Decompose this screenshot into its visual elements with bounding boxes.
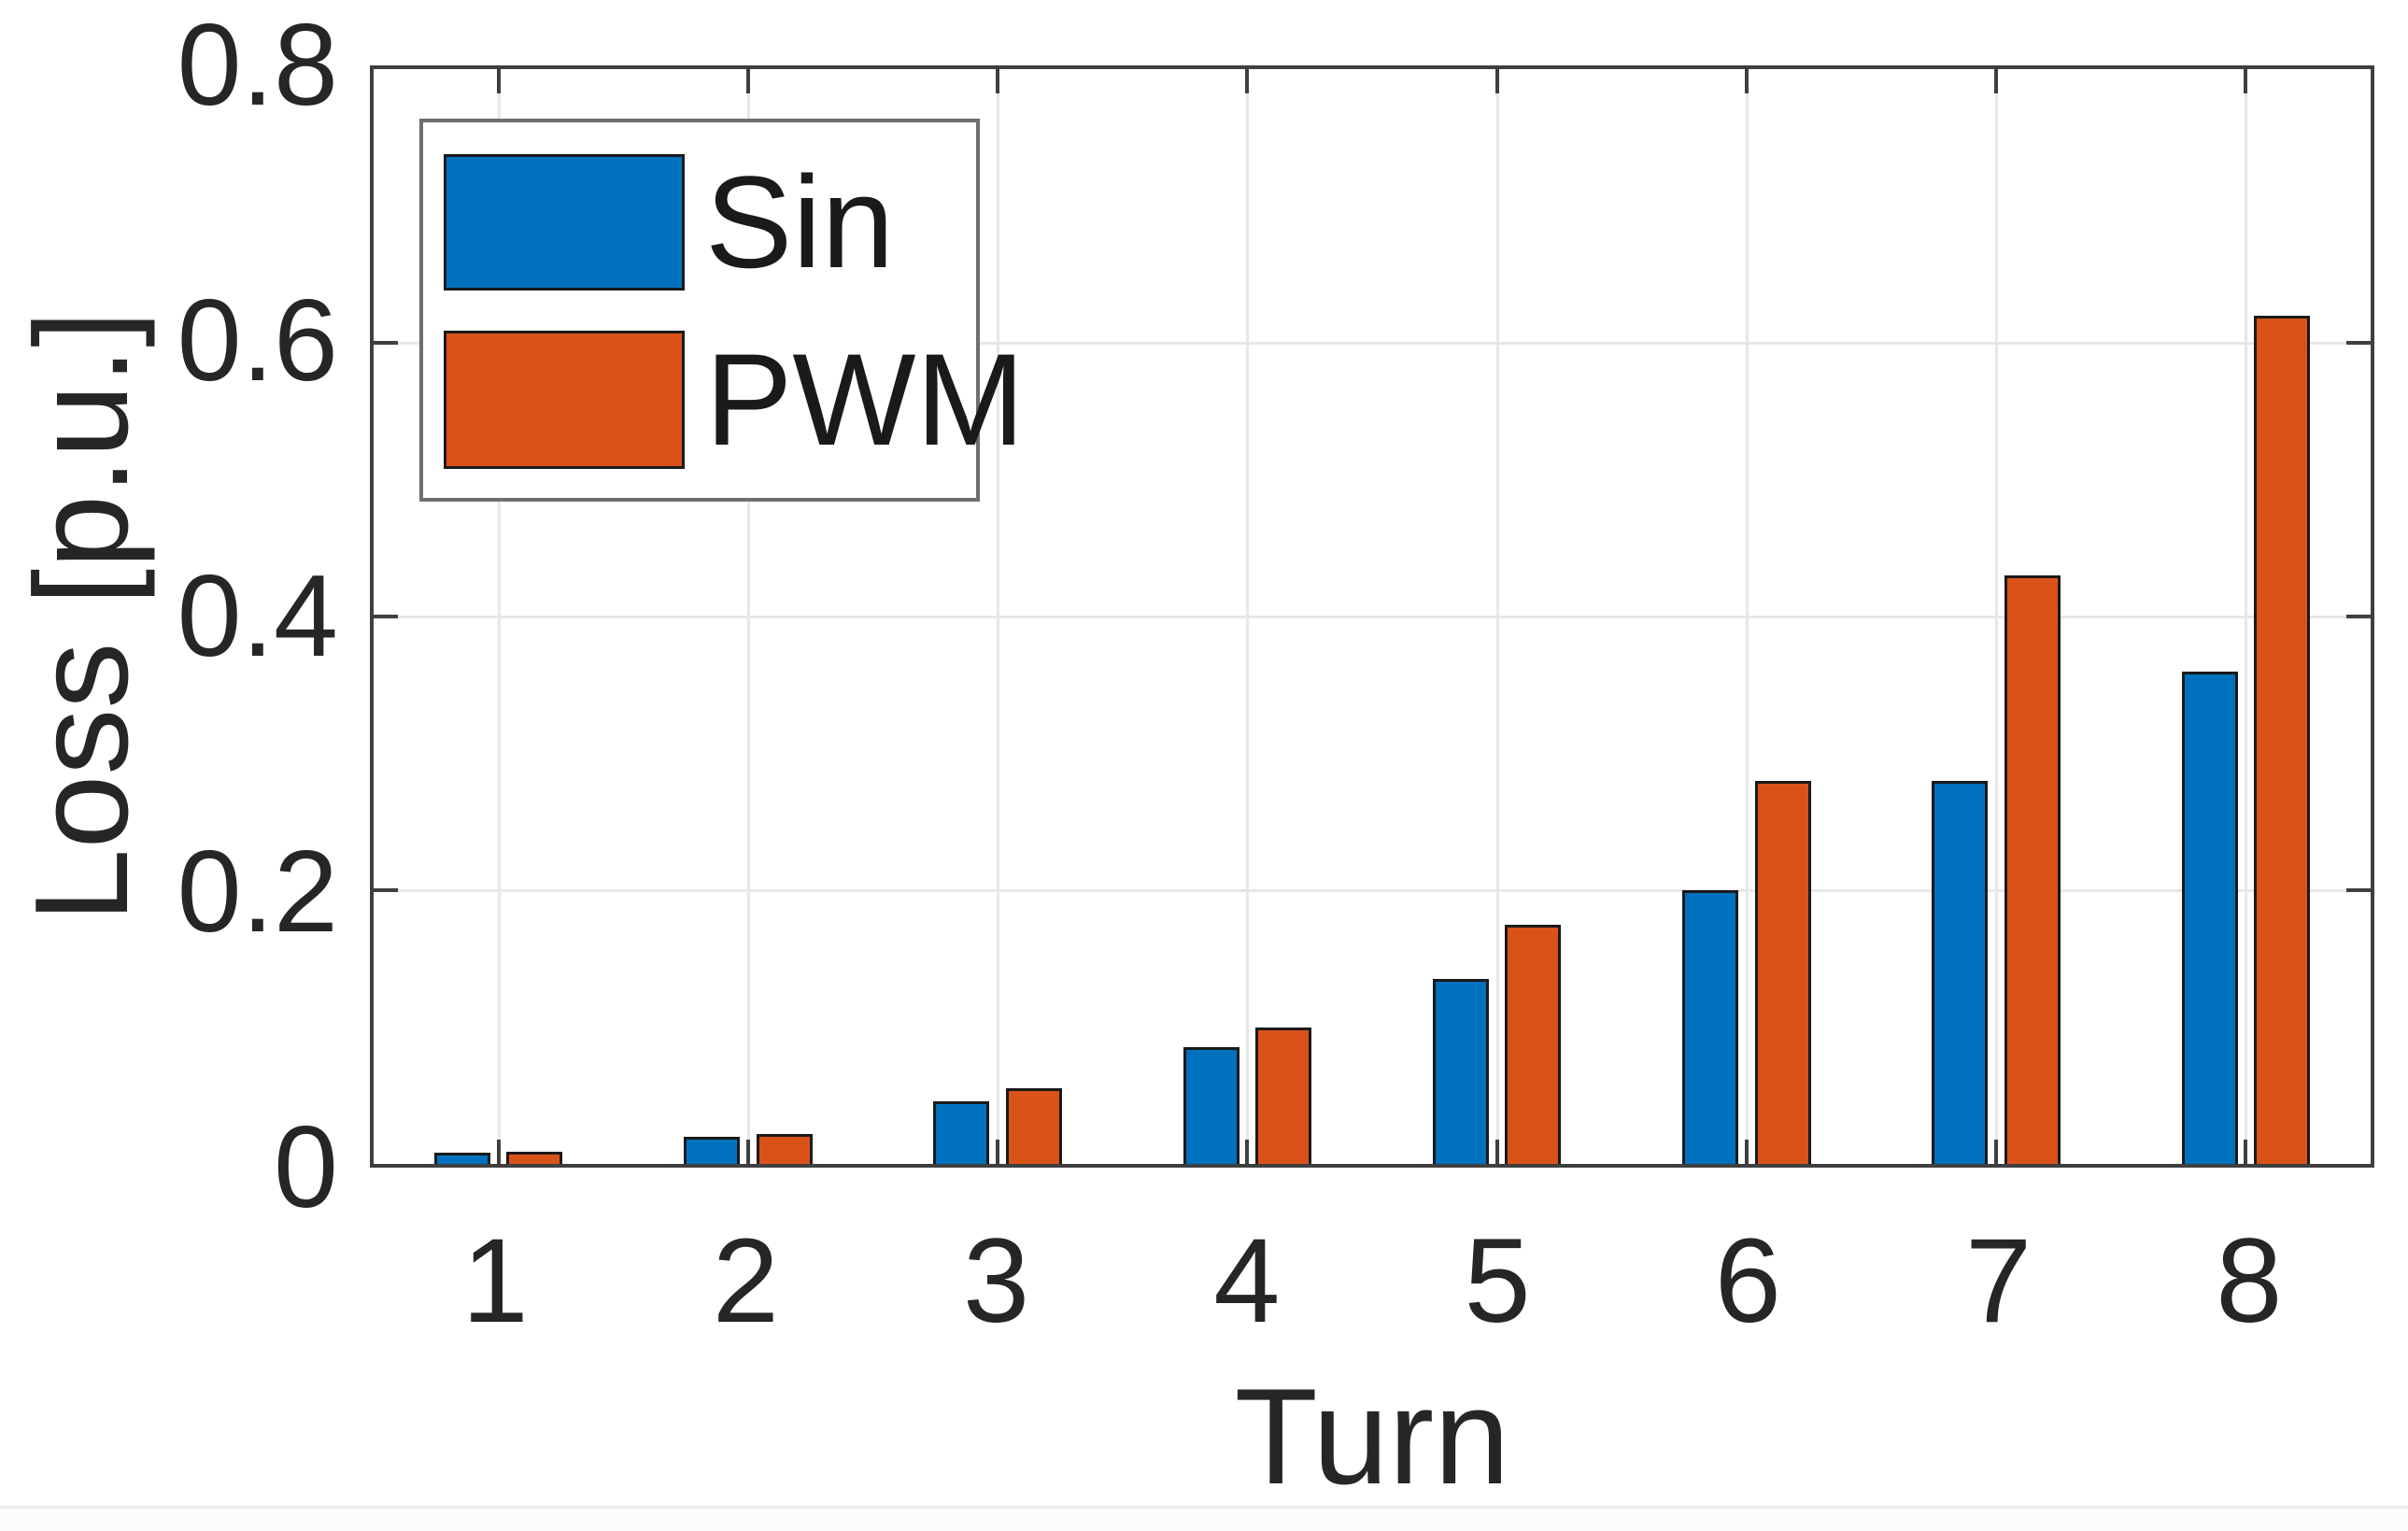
bar-group-turn-1 bbox=[374, 69, 623, 1164]
bar-group-turn-4 bbox=[1123, 69, 1372, 1164]
x-tick-bottom-7 bbox=[1994, 1140, 1999, 1164]
x-tick-bottom-2 bbox=[745, 1140, 750, 1164]
bar-sin-turn-3 bbox=[933, 1100, 990, 1164]
x-tick-bottom-6 bbox=[1744, 1140, 1749, 1164]
x-tick-top-5 bbox=[1494, 69, 1499, 93]
bar-group-turn-7 bbox=[1872, 69, 2121, 1164]
gridline-vertical-2 bbox=[746, 69, 750, 1164]
x-tick-label-2: 2 bbox=[712, 1214, 779, 1348]
x-tick-top-6 bbox=[1744, 69, 1749, 93]
legend-label-pwm: PWM bbox=[705, 326, 1026, 473]
legend-label-sin: Sin bbox=[705, 149, 895, 295]
y-tick-label-0.4: 0.4 bbox=[177, 552, 338, 681]
y-tick-left-0.6 bbox=[374, 341, 398, 345]
sin-color-swatch bbox=[444, 154, 685, 291]
bar-sin-turn-6 bbox=[1682, 890, 1739, 1164]
y-tick-left-0.4 bbox=[374, 615, 398, 618]
y-tick-right-0.2 bbox=[2346, 888, 2371, 892]
bar-sin-turn-5 bbox=[1432, 979, 1489, 1164]
gridline-vertical-8 bbox=[2245, 69, 2248, 1164]
x-tick-top-3 bbox=[996, 69, 1000, 93]
gridline-horizontal-0.6 bbox=[374, 342, 2371, 345]
x-tick-label-6: 6 bbox=[1714, 1214, 1781, 1348]
x-axis-title: Turn bbox=[1234, 1360, 1510, 1512]
gridline-horizontal-0.4 bbox=[374, 616, 2371, 618]
bottom-margin-strip bbox=[0, 1509, 2408, 1531]
legend: Sin PWM bbox=[419, 119, 1025, 502]
bar-group-turn-6 bbox=[1622, 69, 1871, 1164]
bar-pwm-turn-1 bbox=[506, 1151, 563, 1164]
x-tick-top-1 bbox=[496, 69, 501, 93]
bar-pwm-turn-8 bbox=[2254, 315, 2311, 1164]
x-tick-bottom-8 bbox=[2244, 1140, 2248, 1164]
y-tick-label-0.2: 0.2 bbox=[177, 828, 338, 957]
gridline-vertical-7 bbox=[1995, 69, 1999, 1164]
y-tick-right-0.6 bbox=[2346, 341, 2371, 345]
x-tick-label-8: 8 bbox=[2216, 1214, 2283, 1348]
bar-sin-turn-4 bbox=[1183, 1047, 1239, 1164]
legend-item-pwm: PWM bbox=[444, 331, 1025, 469]
x-tick-bottom-5 bbox=[1494, 1140, 1499, 1164]
x-tick-label-4: 4 bbox=[1213, 1214, 1281, 1348]
gridline-horizontal-0.2 bbox=[374, 889, 2371, 892]
bar-group-turn-3 bbox=[873, 69, 1123, 1164]
x-tick-top-2 bbox=[745, 69, 750, 93]
bar-sin-turn-1 bbox=[433, 1153, 490, 1164]
x-tick-label-3: 3 bbox=[963, 1214, 1030, 1348]
legend-item-sin: Sin bbox=[444, 154, 894, 291]
x-tick-bottom-4 bbox=[1245, 1140, 1250, 1164]
y-tick-right-0.4 bbox=[2346, 615, 2371, 618]
x-tick-top-7 bbox=[1994, 69, 1999, 93]
bar-sin-turn-8 bbox=[2181, 671, 2238, 1164]
x-tick-label-7: 7 bbox=[1965, 1214, 2033, 1348]
pwm-color-swatch bbox=[444, 331, 685, 469]
bar-pwm-turn-7 bbox=[2004, 575, 2061, 1164]
bar-pwm-turn-5 bbox=[1505, 924, 1562, 1164]
gridline-vertical-1 bbox=[497, 69, 501, 1164]
bar-sin-turn-7 bbox=[1932, 780, 1989, 1164]
y-tick-label-0.6: 0.6 bbox=[177, 276, 338, 405]
x-tick-top-4 bbox=[1245, 69, 1250, 93]
gridline-vertical-3 bbox=[997, 69, 1000, 1164]
bar-pwm-turn-4 bbox=[1255, 1027, 1312, 1164]
bar-sin-turn-2 bbox=[684, 1136, 741, 1164]
x-tick-label-1: 1 bbox=[461, 1214, 529, 1348]
gridline-vertical-4 bbox=[1246, 69, 1250, 1164]
y-tick-label-0: 0 bbox=[274, 1103, 338, 1232]
bar-group-turn-5 bbox=[1372, 69, 1622, 1164]
x-tick-bottom-3 bbox=[996, 1140, 1000, 1164]
bar-group-turn-2 bbox=[623, 69, 872, 1164]
x-tick-top-8 bbox=[2244, 69, 2248, 93]
bottom-divider-line bbox=[0, 1506, 2408, 1509]
y-tick-left-0.2 bbox=[374, 888, 398, 892]
x-tick-label-5: 5 bbox=[1464, 1214, 1531, 1348]
gridline-vertical-6 bbox=[1745, 69, 1749, 1164]
bar-pwm-turn-3 bbox=[1005, 1088, 1062, 1164]
x-tick-bottom-1 bbox=[496, 1140, 501, 1164]
y-tick-label-0.8: 0.8 bbox=[177, 1, 338, 130]
bar-group-turn-8 bbox=[2121, 69, 2371, 1164]
bar-pwm-turn-2 bbox=[756, 1133, 813, 1164]
bar-pwm-turn-6 bbox=[1754, 780, 1811, 1164]
plot-area: Sin PWM bbox=[370, 65, 2374, 1168]
gridline-vertical-5 bbox=[1495, 69, 1499, 1164]
